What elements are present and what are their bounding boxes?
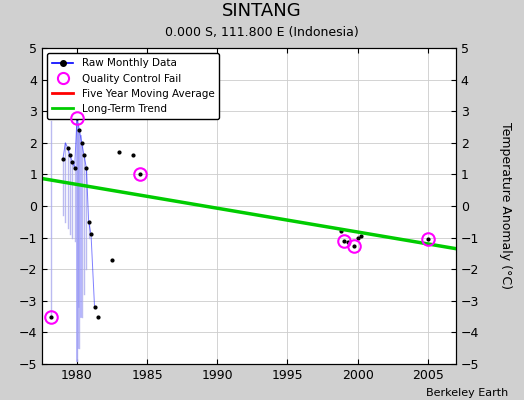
Text: 0.000 S, 111.800 E (Indonesia): 0.000 S, 111.800 E (Indonesia) xyxy=(165,26,359,39)
Y-axis label: Temperature Anomaly (°C): Temperature Anomaly (°C) xyxy=(499,122,511,290)
Text: Berkeley Earth: Berkeley Earth xyxy=(426,388,508,398)
Legend: Raw Monthly Data, Quality Control Fail, Five Year Moving Average, Long-Term Tren: Raw Monthly Data, Quality Control Fail, … xyxy=(47,53,220,119)
Text: SINTANG: SINTANG xyxy=(222,2,302,20)
